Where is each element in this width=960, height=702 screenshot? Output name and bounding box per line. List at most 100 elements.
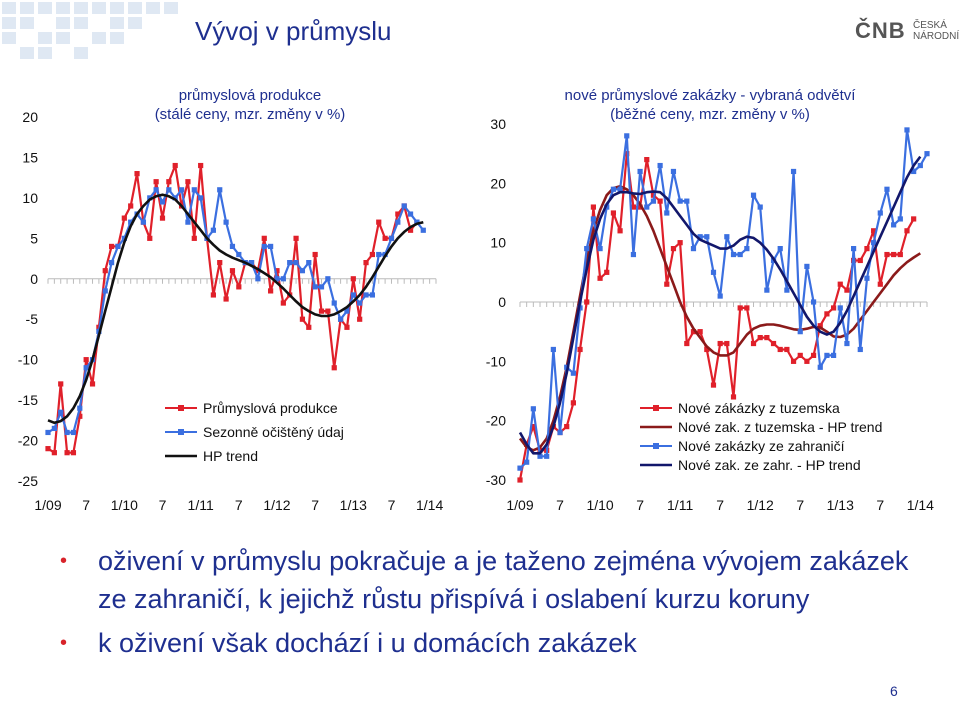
x-tick-label: 7 (82, 497, 90, 513)
legend-marker (653, 405, 659, 411)
data-point (325, 276, 331, 282)
data-point (704, 234, 710, 240)
data-point (891, 251, 897, 258)
data-point (83, 357, 89, 363)
data-point (331, 300, 337, 306)
data-point (147, 195, 153, 201)
legend-label: Nové zak. ze zahr. - HP trend (678, 457, 861, 473)
decor-square (110, 17, 124, 29)
data-point (293, 235, 299, 241)
data-point (670, 168, 677, 175)
y-tick-label: -25 (18, 473, 38, 489)
y-tick-label: -5 (26, 311, 39, 327)
logo-text-line2: NÁRODNÍ BANKA (913, 31, 960, 42)
series-line-nov-zak-zky-ze-zahrani- (519, 128, 928, 469)
data-point (797, 352, 803, 358)
data-point (830, 305, 837, 311)
decor-square (92, 32, 106, 44)
data-point (570, 400, 576, 406)
data-point (897, 216, 903, 222)
decor-square (110, 32, 124, 44)
data-point (810, 352, 817, 358)
data-point (617, 186, 623, 192)
data-point (166, 179, 172, 185)
decor-square (2, 2, 16, 14)
data-point (637, 204, 643, 210)
data-point (229, 268, 236, 274)
page-number: 6 (890, 683, 898, 699)
data-point (844, 340, 850, 347)
data-point (550, 346, 556, 353)
data-point (884, 186, 890, 192)
page-title: Vývoj v průmyslu (195, 16, 392, 46)
series-line-hp-trend (47, 193, 424, 425)
data-point (134, 171, 140, 177)
bullet-text: oživení v průmyslu pokračuje a je taženo… (98, 546, 909, 614)
data-point (318, 284, 325, 290)
data-point (344, 308, 350, 314)
data-point (236, 251, 242, 258)
x-tick-label: 1/13 (340, 497, 367, 513)
data-point (128, 203, 134, 209)
x-tick-label: 7 (716, 497, 724, 513)
decor-square (74, 2, 88, 14)
data-point (857, 257, 863, 264)
decor-square (20, 47, 34, 59)
data-point (376, 251, 382, 258)
data-point (102, 268, 108, 274)
decor-square (20, 2, 34, 14)
logo-text: ČESKÁ NÁRODNÍ BANKA (913, 20, 960, 42)
legend-label: HP trend (203, 448, 258, 464)
y-tick-label: 5 (30, 230, 38, 246)
data-point (401, 203, 407, 209)
x-tick-label: 1/11 (667, 497, 693, 513)
data-point (318, 308, 325, 314)
data-point (530, 406, 536, 412)
data-point (248, 260, 255, 266)
data-point (261, 235, 267, 241)
data-point (121, 235, 127, 241)
data-point (268, 243, 274, 250)
data-point (140, 219, 147, 225)
data-point (911, 216, 917, 222)
data-point (657, 162, 663, 169)
data-point (804, 263, 810, 269)
data-point (817, 364, 823, 370)
data-point (750, 340, 757, 347)
decor-square (2, 32, 16, 44)
x-tick-label: 7 (159, 497, 167, 513)
decor-square (56, 2, 70, 14)
y-tick-label: -15 (18, 392, 38, 408)
legend-marker (178, 429, 184, 435)
data-point (904, 127, 910, 133)
decor-square (38, 47, 52, 59)
decor-square (56, 32, 70, 44)
bullet-dot-icon: • (60, 550, 68, 572)
data-point (64, 450, 70, 456)
decor-square (92, 2, 106, 14)
data-point (730, 251, 737, 258)
data-point (730, 394, 737, 400)
data-point (337, 316, 344, 322)
data-point (77, 413, 83, 419)
data-point (670, 246, 677, 252)
data-point (350, 276, 356, 282)
y-tick-label: -20 (18, 433, 38, 449)
data-point (51, 450, 57, 456)
legend-marker (653, 443, 659, 449)
chart-new-orders: nové průmyslové zakázky - vybraná odvětv… (486, 87, 934, 513)
x-tick-label: 1/12 (747, 497, 774, 513)
data-point (185, 219, 191, 225)
data-point (797, 329, 803, 335)
data-point (684, 340, 690, 347)
data-point (637, 168, 643, 175)
x-tick-label: 7 (876, 497, 884, 513)
data-point (64, 429, 70, 436)
data-point (102, 288, 108, 294)
x-tick-label: 1/09 (506, 497, 533, 513)
data-point (414, 219, 420, 225)
data-point (109, 260, 115, 266)
x-tick-label: 1/12 (263, 497, 290, 513)
data-point (312, 284, 318, 290)
legend-marker (178, 405, 184, 411)
